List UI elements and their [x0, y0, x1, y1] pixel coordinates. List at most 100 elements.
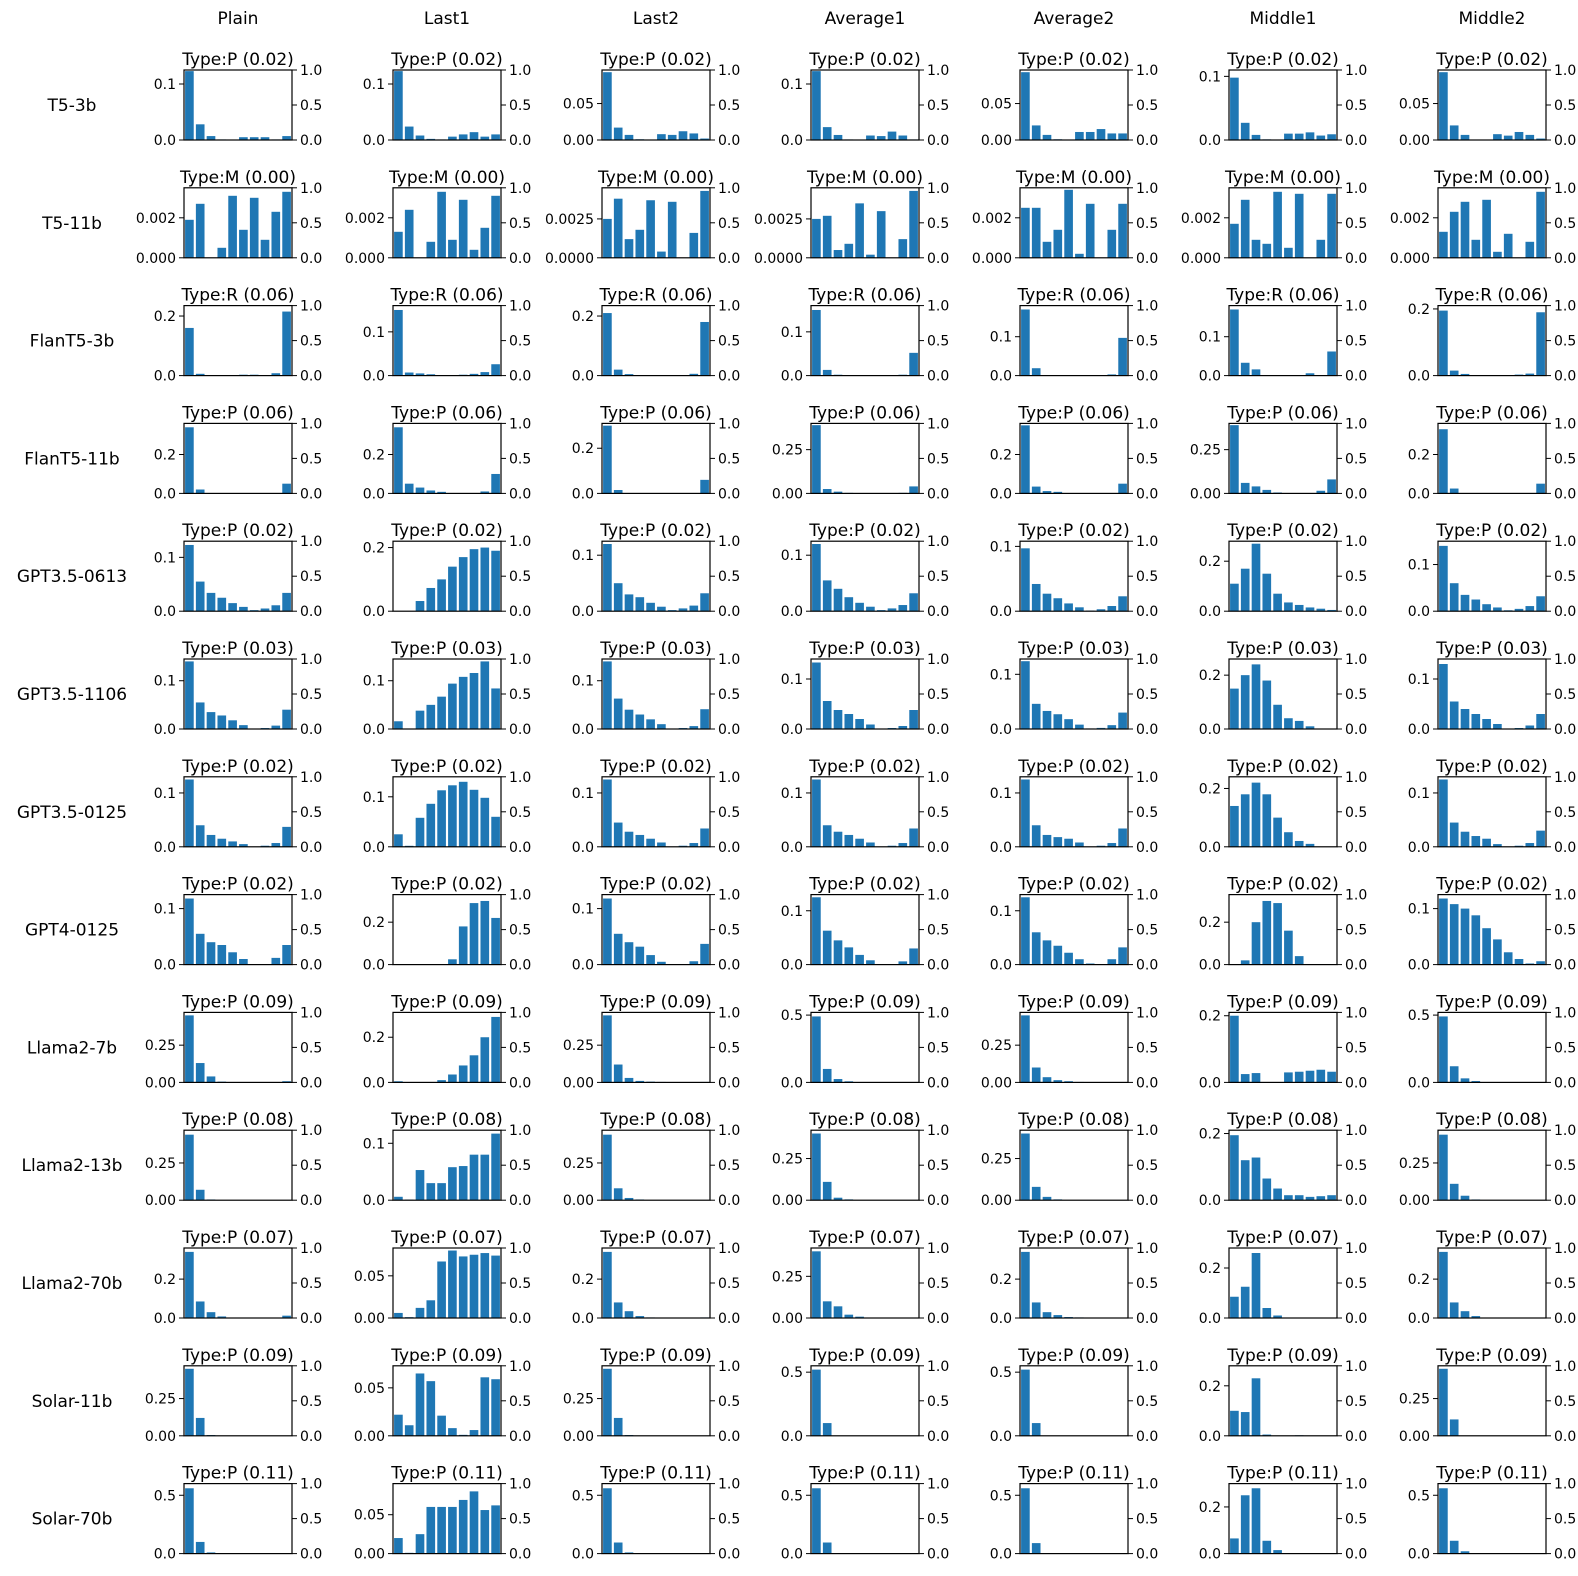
bar	[1449, 583, 1459, 612]
right-tick-label: 0.0	[927, 604, 949, 620]
bar	[458, 1065, 468, 1083]
bar	[480, 136, 490, 140]
right-tick-label: 1.0	[1554, 181, 1576, 197]
bar	[866, 724, 875, 729]
column-title-last1: Last1	[424, 9, 470, 29]
right-tick-label: 0.0	[300, 369, 322, 385]
left-tick-label: 0.0	[1199, 1193, 1221, 1209]
left-tick-label: 0.0	[990, 1547, 1012, 1563]
bar	[689, 373, 699, 376]
bar	[491, 364, 500, 376]
left-tick-label: 0.0	[781, 604, 803, 620]
right-tick-label: 0.0	[509, 604, 531, 620]
right-tick-label: 1.0	[1554, 1123, 1576, 1139]
bar	[1482, 838, 1491, 847]
right-tick-label: 1.0	[1136, 770, 1158, 786]
right-tick-label: 1.0	[927, 1005, 949, 1021]
panel-llama2-70b-average2: Type:P (0.07) 0.0 0.2 0.0 0.5 1.0	[990, 1228, 1159, 1327]
right-tick-label: 0.0	[1136, 1547, 1158, 1563]
bar	[1493, 724, 1502, 729]
column-title-average2: Average2	[1034, 9, 1115, 29]
right-tick-label: 0.0	[300, 840, 322, 856]
left-tick-label: 0.2	[990, 1272, 1012, 1288]
panel-title: Type:M (0.00)	[1224, 168, 1341, 188]
bar	[1031, 1302, 1041, 1318]
bar	[1327, 479, 1336, 494]
axes-frame	[183, 422, 293, 494]
bar	[206, 712, 216, 729]
panel-gpt3.5-1106-middle2: Type:P (0.03) 0.0 0.1 0.0 0.5 1.0	[1408, 639, 1577, 738]
right-tick-label: 1.0	[1345, 181, 1367, 197]
bar	[271, 605, 281, 612]
right-tick-label: 0.0	[1554, 1547, 1576, 1563]
panel-title: Type:P (0.09)	[599, 992, 712, 1012]
bar	[689, 961, 699, 965]
left-tick-label: 0.0	[363, 1075, 385, 1091]
right-tick-label: 0.5	[509, 569, 531, 585]
bar	[448, 1167, 457, 1201]
left-tick-label: 0.25	[145, 1392, 176, 1408]
bar	[1251, 1157, 1261, 1201]
bar	[1273, 191, 1282, 258]
panel-gpt3.5-1106-last1: Type:P (0.03) 0.0 0.1 0.0 0.5 1.0	[363, 639, 532, 738]
bar	[1064, 719, 1073, 729]
right-tick-label: 0.5	[300, 216, 322, 232]
left-tick-label: 0.00	[1399, 133, 1430, 149]
bar	[1042, 1196, 1052, 1201]
bar	[1230, 805, 1239, 847]
panel-flant5-3b-last1: Type:R (0.06) 0.0 0.1 0.0 0.5 1.0	[363, 286, 532, 385]
right-tick-label: 0.5	[509, 687, 531, 703]
panel-llama2-13b-plain: Type:P (0.08) 0.00 0.25 0.0 0.5 1.0	[145, 1110, 322, 1209]
bar	[689, 726, 699, 729]
bar	[282, 826, 291, 847]
left-tick-label: 0.2	[572, 1272, 594, 1288]
left-tick-label: 0.1	[572, 786, 594, 802]
right-tick-label: 0.5	[718, 451, 740, 467]
panel-title: Type:P (0.06)	[181, 403, 294, 423]
right-tick-label: 0.5	[1136, 1040, 1158, 1056]
left-tick-label: 0.25	[563, 1156, 594, 1172]
bar	[1449, 1302, 1459, 1318]
right-tick-label: 0.5	[927, 1276, 949, 1292]
bar	[1471, 1081, 1481, 1083]
row-label-flant5-3b: FlanT5-3b	[30, 332, 115, 352]
right-tick-label: 0.5	[509, 98, 531, 114]
bar	[1031, 486, 1041, 494]
bar	[185, 544, 194, 612]
bar	[228, 841, 237, 847]
left-tick-label: 0.00	[981, 1075, 1012, 1091]
left-tick-label: 0.0	[572, 486, 594, 502]
bar	[228, 952, 237, 965]
right-tick-label: 0.0	[1345, 1547, 1367, 1563]
right-tick-label: 0.0	[1554, 1311, 1576, 1327]
panel-flant5-11b-average1: Type:P (0.06) 0.00 0.25 0.0 0.5 1.0	[772, 403, 949, 502]
bar	[448, 239, 457, 258]
bar	[480, 227, 490, 258]
bar	[458, 676, 468, 729]
left-tick-label: 0.0	[1408, 1547, 1430, 1563]
bar	[822, 580, 832, 612]
bar	[624, 709, 634, 729]
bar	[657, 134, 666, 140]
right-tick-label: 1.0	[1345, 652, 1367, 668]
bar	[1262, 573, 1272, 612]
left-tick-label: 0.002	[1181, 211, 1221, 227]
panel-title: Type:P (0.02)	[1435, 50, 1548, 70]
bar	[866, 606, 875, 612]
bar	[603, 779, 612, 847]
left-tick-label: 0.0	[363, 133, 385, 149]
right-tick-label: 0.5	[1554, 1512, 1576, 1528]
bar	[206, 834, 216, 847]
right-tick-label: 1.0	[300, 416, 322, 432]
bar	[822, 1301, 832, 1318]
left-tick-label: 0.25	[772, 1269, 803, 1285]
right-tick-label: 0.5	[927, 923, 949, 939]
right-tick-label: 1.0	[927, 181, 949, 197]
panel-llama2-13b-last2: Type:P (0.08) 0.00 0.25 0.0 0.5 1.0	[563, 1110, 740, 1209]
right-tick-label: 0.0	[927, 133, 949, 149]
panel-flant5-3b-average2: Type:R (0.06) 0.0 0.1 0.0 0.5 1.0	[990, 286, 1159, 385]
left-tick-label: 0.00	[772, 1311, 803, 1327]
bar	[700, 479, 709, 494]
bar	[458, 134, 468, 140]
left-tick-label: 0.1	[781, 786, 803, 802]
